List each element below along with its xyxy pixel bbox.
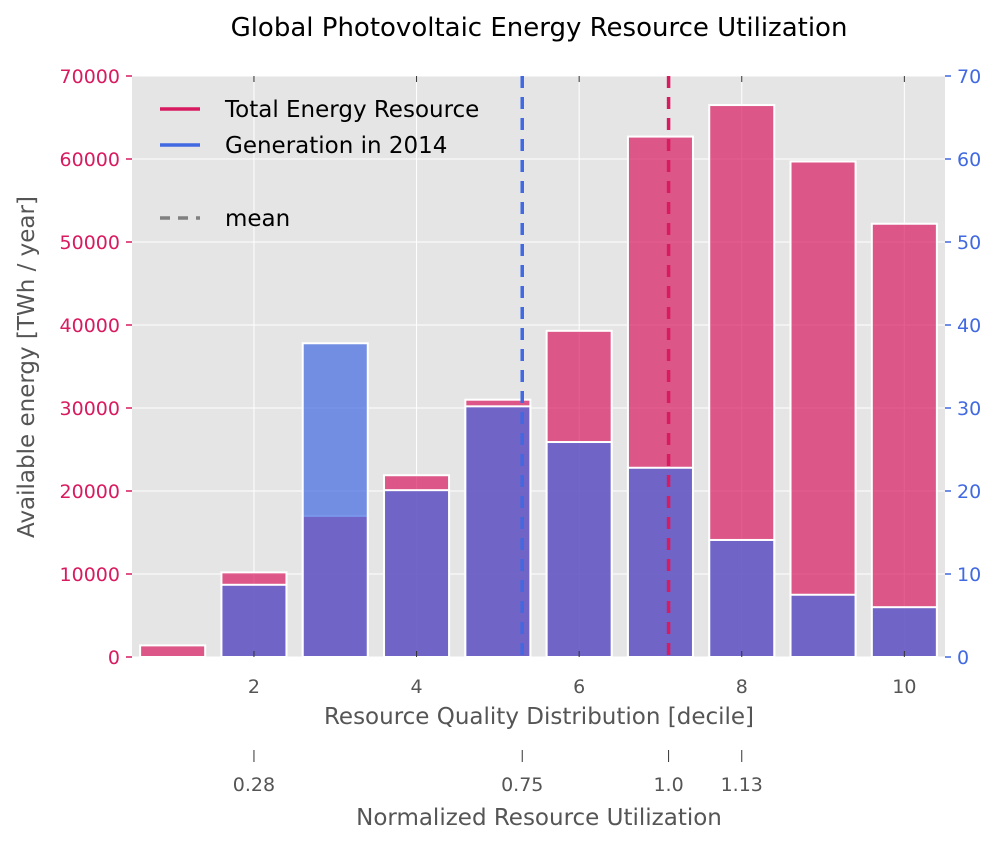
bar-generation — [464, 405, 532, 658]
x-tick-label: 6 — [573, 676, 585, 698]
axes: 2 4 6 8 100100002000030000400005000060000700… — [60, 66, 982, 796]
x-tick-label: 10 — [892, 676, 916, 698]
y-tick-label-left: 70000 — [60, 66, 120, 88]
y-tick-label-left: 50000 — [60, 232, 120, 254]
y-tick-label-right: 70 — [957, 66, 981, 88]
x-tick-label: 8 — [736, 676, 748, 698]
bar-total-energy — [139, 644, 207, 659]
x-tick-label: 2 — [248, 676, 260, 698]
legend-label-mean: mean — [225, 206, 290, 232]
y-tick-label-left: 20000 — [60, 481, 120, 503]
secondary-x-tick-label: 0.28 — [233, 774, 275, 796]
legend-label-total: Total Energy Resource — [224, 97, 479, 123]
bar-generation — [870, 606, 938, 659]
bar-generation — [301, 342, 369, 658]
y-tick-label-right: 10 — [957, 564, 981, 586]
y-tick-label-left: 30000 — [60, 398, 120, 420]
legend: Total Energy Resource Generation in 2014… — [160, 97, 479, 232]
y-tick-label-right: 20 — [957, 481, 981, 503]
secondary-x-tick-label: 1.13 — [721, 774, 763, 796]
y-tick-label-right: 40 — [957, 315, 981, 337]
secondary-x-axis-label: Normalized Resource Utilization — [356, 805, 722, 831]
y-tick-label-left: 10000 — [60, 564, 120, 586]
y-tick-label-left: 0 — [108, 647, 120, 669]
x-tick-label: 4 — [411, 676, 423, 698]
bar-generation — [383, 489, 451, 659]
y-axis-label: Available energy [TWh / year] — [14, 196, 40, 538]
bar-total-energy — [870, 222, 938, 659]
y-tick-label-left: 40000 — [60, 315, 120, 337]
y-tick-label-right: 50 — [957, 232, 981, 254]
bar-generation — [220, 583, 288, 658]
bar-generation — [789, 593, 857, 658]
mean-lines — [520, 76, 671, 657]
y-tick-label-right: 60 — [957, 149, 981, 171]
x-axis-label: Resource Quality Distribution [decile] — [324, 704, 754, 730]
bar-total-energy — [789, 160, 857, 659]
y-tick-label-right: 0 — [957, 647, 969, 669]
generation-bars — [220, 342, 938, 659]
bar-generation — [626, 466, 694, 659]
y-tick-label-right: 30 — [957, 398, 981, 420]
bar-generation — [708, 538, 776, 658]
secondary-x-tick-label: 1.0 — [653, 774, 683, 796]
chart-title: Global Photovoltaic Energy Resource Util… — [231, 13, 848, 43]
y-tick-label-left: 60000 — [60, 149, 120, 171]
legend-label-generation: Generation in 2014 — [225, 133, 447, 159]
secondary-x-tick-label: 0.75 — [501, 774, 543, 796]
bar-generation — [545, 441, 613, 658]
